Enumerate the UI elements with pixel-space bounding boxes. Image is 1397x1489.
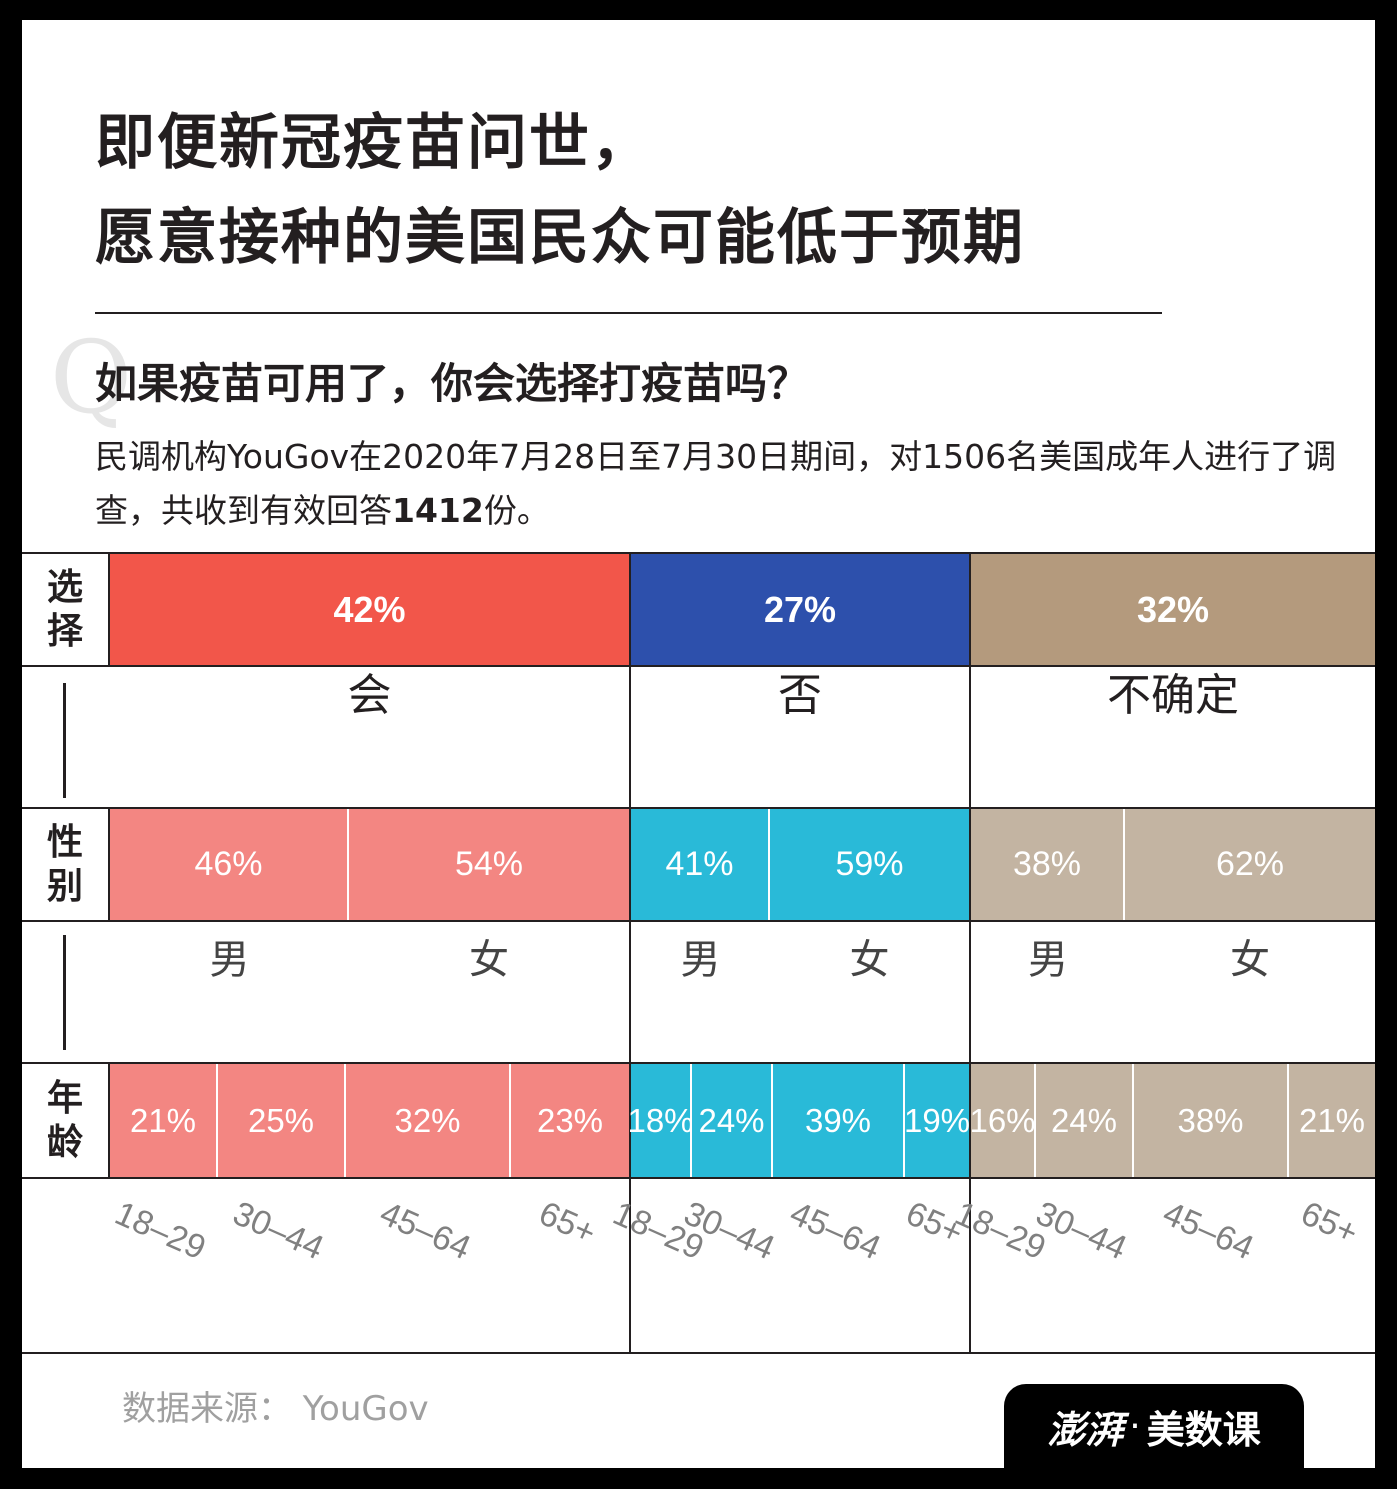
age-bar-will-3: 32% <box>346 1064 511 1177</box>
age-bar-no-1: 18% <box>627 1064 694 1177</box>
gender-bar-will-female: 54% <box>349 809 629 920</box>
title-line-2: 愿意接种的美国民众可能低于预期 <box>95 203 1025 273</box>
age-bar-no-1-label: 18% <box>627 1101 694 1139</box>
gender-label: 男 <box>1028 937 1068 983</box>
data-source: 数据来源： YouGov <box>122 1389 429 1429</box>
table-line <box>22 920 1375 922</box>
logo-separator: · <box>1129 1405 1141 1447</box>
gender-label: 男 <box>209 937 250 983</box>
age-group-label: 30–44 <box>227 1194 330 1268</box>
gender-bar-no-female: 59% <box>770 809 969 920</box>
label-column-divider <box>108 1062 110 1179</box>
age-bar-unsure-4-label: 21% <box>1298 1101 1366 1139</box>
table-line <box>22 1177 1375 1179</box>
gender-bar-unsure-male: 38% <box>971 809 1125 920</box>
category-divider <box>969 552 971 1354</box>
description-count: 1412 <box>392 491 484 530</box>
gender-bar-unsure-female-label: 62% <box>1215 845 1285 883</box>
choice-bar-no-label: 27% <box>763 588 837 630</box>
gender-bar-unsure-male-label: 38% <box>1012 845 1082 883</box>
age-bar-no-4: 19% <box>903 1064 971 1177</box>
logo-section: 美数课 <box>1146 1407 1261 1452</box>
choice-bar-will: 42% <box>110 554 629 665</box>
row-tick-mark <box>63 935 66 1050</box>
category-label-unsure: 不确定 <box>1107 670 1239 721</box>
table-line <box>22 1062 1375 1064</box>
row-label-char: 年 <box>46 1078 83 1120</box>
table-bottom-line <box>22 1352 1375 1354</box>
infographic-card: 即便新冠疫苗问世， 愿意接种的美国民众可能低于预期 Q 如果疫苗可用了，你会选择… <box>22 20 1375 1468</box>
row-label-char: 别 <box>46 865 83 907</box>
age-bar-unsure-2-label: 24% <box>1050 1101 1118 1139</box>
gender-bar-will-male-label: 46% <box>194 845 263 883</box>
label-column-divider <box>108 807 110 922</box>
gender-label: 女 <box>849 937 890 983</box>
table-line <box>22 807 1375 809</box>
gender-label: 女 <box>1230 937 1270 983</box>
row-label-char: 龄 <box>46 1121 83 1163</box>
label-column-divider <box>108 552 110 667</box>
row-label-char: 选 <box>46 567 83 609</box>
row-label-char: 择 <box>46 610 83 652</box>
age-group-label: 45–64 <box>1157 1194 1260 1268</box>
age-bar-will-1-label: 21% <box>129 1101 197 1139</box>
age-group-label: 18–29 <box>109 1194 212 1268</box>
age-bar-will-4: 23% <box>511 1064 629 1177</box>
age-bar-unsure-2: 24% <box>1036 1064 1134 1177</box>
age-bar-unsure-4: 21% <box>1289 1064 1375 1177</box>
row-label-char: 性 <box>46 822 83 864</box>
choice-bar-unsure: 32% <box>971 554 1375 665</box>
age-bar-no-2: 24% <box>692 1064 773 1177</box>
gender-bar-no-male: 41% <box>631 809 770 920</box>
gender-bar-will-female-label: 54% <box>454 845 524 883</box>
category-divider <box>629 552 631 1354</box>
gender-bar-unsure-female: 62% <box>1125 809 1375 920</box>
table-top-line <box>22 552 1375 554</box>
age-group-label: 45–64 <box>374 1194 477 1268</box>
question-heading: 如果疫苗可用了，你会选择打疫苗吗？ <box>95 359 810 408</box>
age-bar-will-4-label: 23% <box>536 1101 604 1139</box>
category-label-no: 否 <box>778 670 822 721</box>
title-line-1: 即便新冠疫苗问世， <box>95 108 653 178</box>
brand-logo: 澎湃 · 美数课 <box>1004 1384 1304 1468</box>
description-suffix: 份。 <box>483 491 550 530</box>
row-label-gender: 性 别 <box>22 809 108 920</box>
question-mark-decoration: Q <box>50 319 132 436</box>
age-group-label: 45–64 <box>784 1194 887 1268</box>
age-bar-no-3-label: 39% <box>804 1101 872 1139</box>
age-bar-will-3-label: 32% <box>394 1101 461 1139</box>
gender-label: 男 <box>680 937 721 983</box>
logo-brand: 澎湃 <box>1047 1406 1124 1452</box>
row-tick-mark <box>63 683 66 798</box>
row-label-choice: 选 择 <box>22 554 108 665</box>
title-divider <box>95 312 1162 314</box>
row-label-age: 年 龄 <box>22 1064 108 1177</box>
category-label-will: 会 <box>347 670 392 721</box>
age-bar-no-3: 39% <box>773 1064 905 1177</box>
choice-bar-unsure-label: 32% <box>1136 588 1210 630</box>
age-bar-no-2-label: 24% <box>698 1101 765 1139</box>
gender-label: 女 <box>469 937 509 983</box>
age-bar-unsure-1-label: 16% <box>969 1101 1036 1139</box>
age-bar-will-2-label: 25% <box>247 1101 315 1139</box>
age-bar-will-1: 21% <box>110 1064 218 1177</box>
age-group-label: 30–44 <box>1030 1194 1133 1268</box>
description-text: 民调机构YouGov在2020年7月28日至7月30日期间，对1506名美国成年… <box>95 437 1337 530</box>
choice-bar-no: 27% <box>631 554 969 665</box>
age-bar-will-2: 25% <box>218 1064 346 1177</box>
choice-bar-will-label: 42% <box>333 588 406 630</box>
gender-bar-no-male-label: 41% <box>665 845 734 883</box>
age-bar-no-4-label: 19% <box>903 1101 971 1139</box>
age-bar-unsure-3-label: 38% <box>1177 1101 1244 1139</box>
survey-description: 民调机构YouGov在2020年7月28日至7月30日期间，对1506名美国成年… <box>95 430 1365 538</box>
age-group-label: 65+ <box>1295 1194 1364 1253</box>
gender-bar-will-male: 46% <box>110 809 349 920</box>
age-bar-unsure-1: 16% <box>969 1064 1036 1177</box>
gender-bar-no-female-label: 59% <box>835 845 904 883</box>
table-line <box>22 665 1375 667</box>
age-bar-unsure-3: 38% <box>1134 1064 1289 1177</box>
age-group-label: 65+ <box>533 1194 602 1253</box>
